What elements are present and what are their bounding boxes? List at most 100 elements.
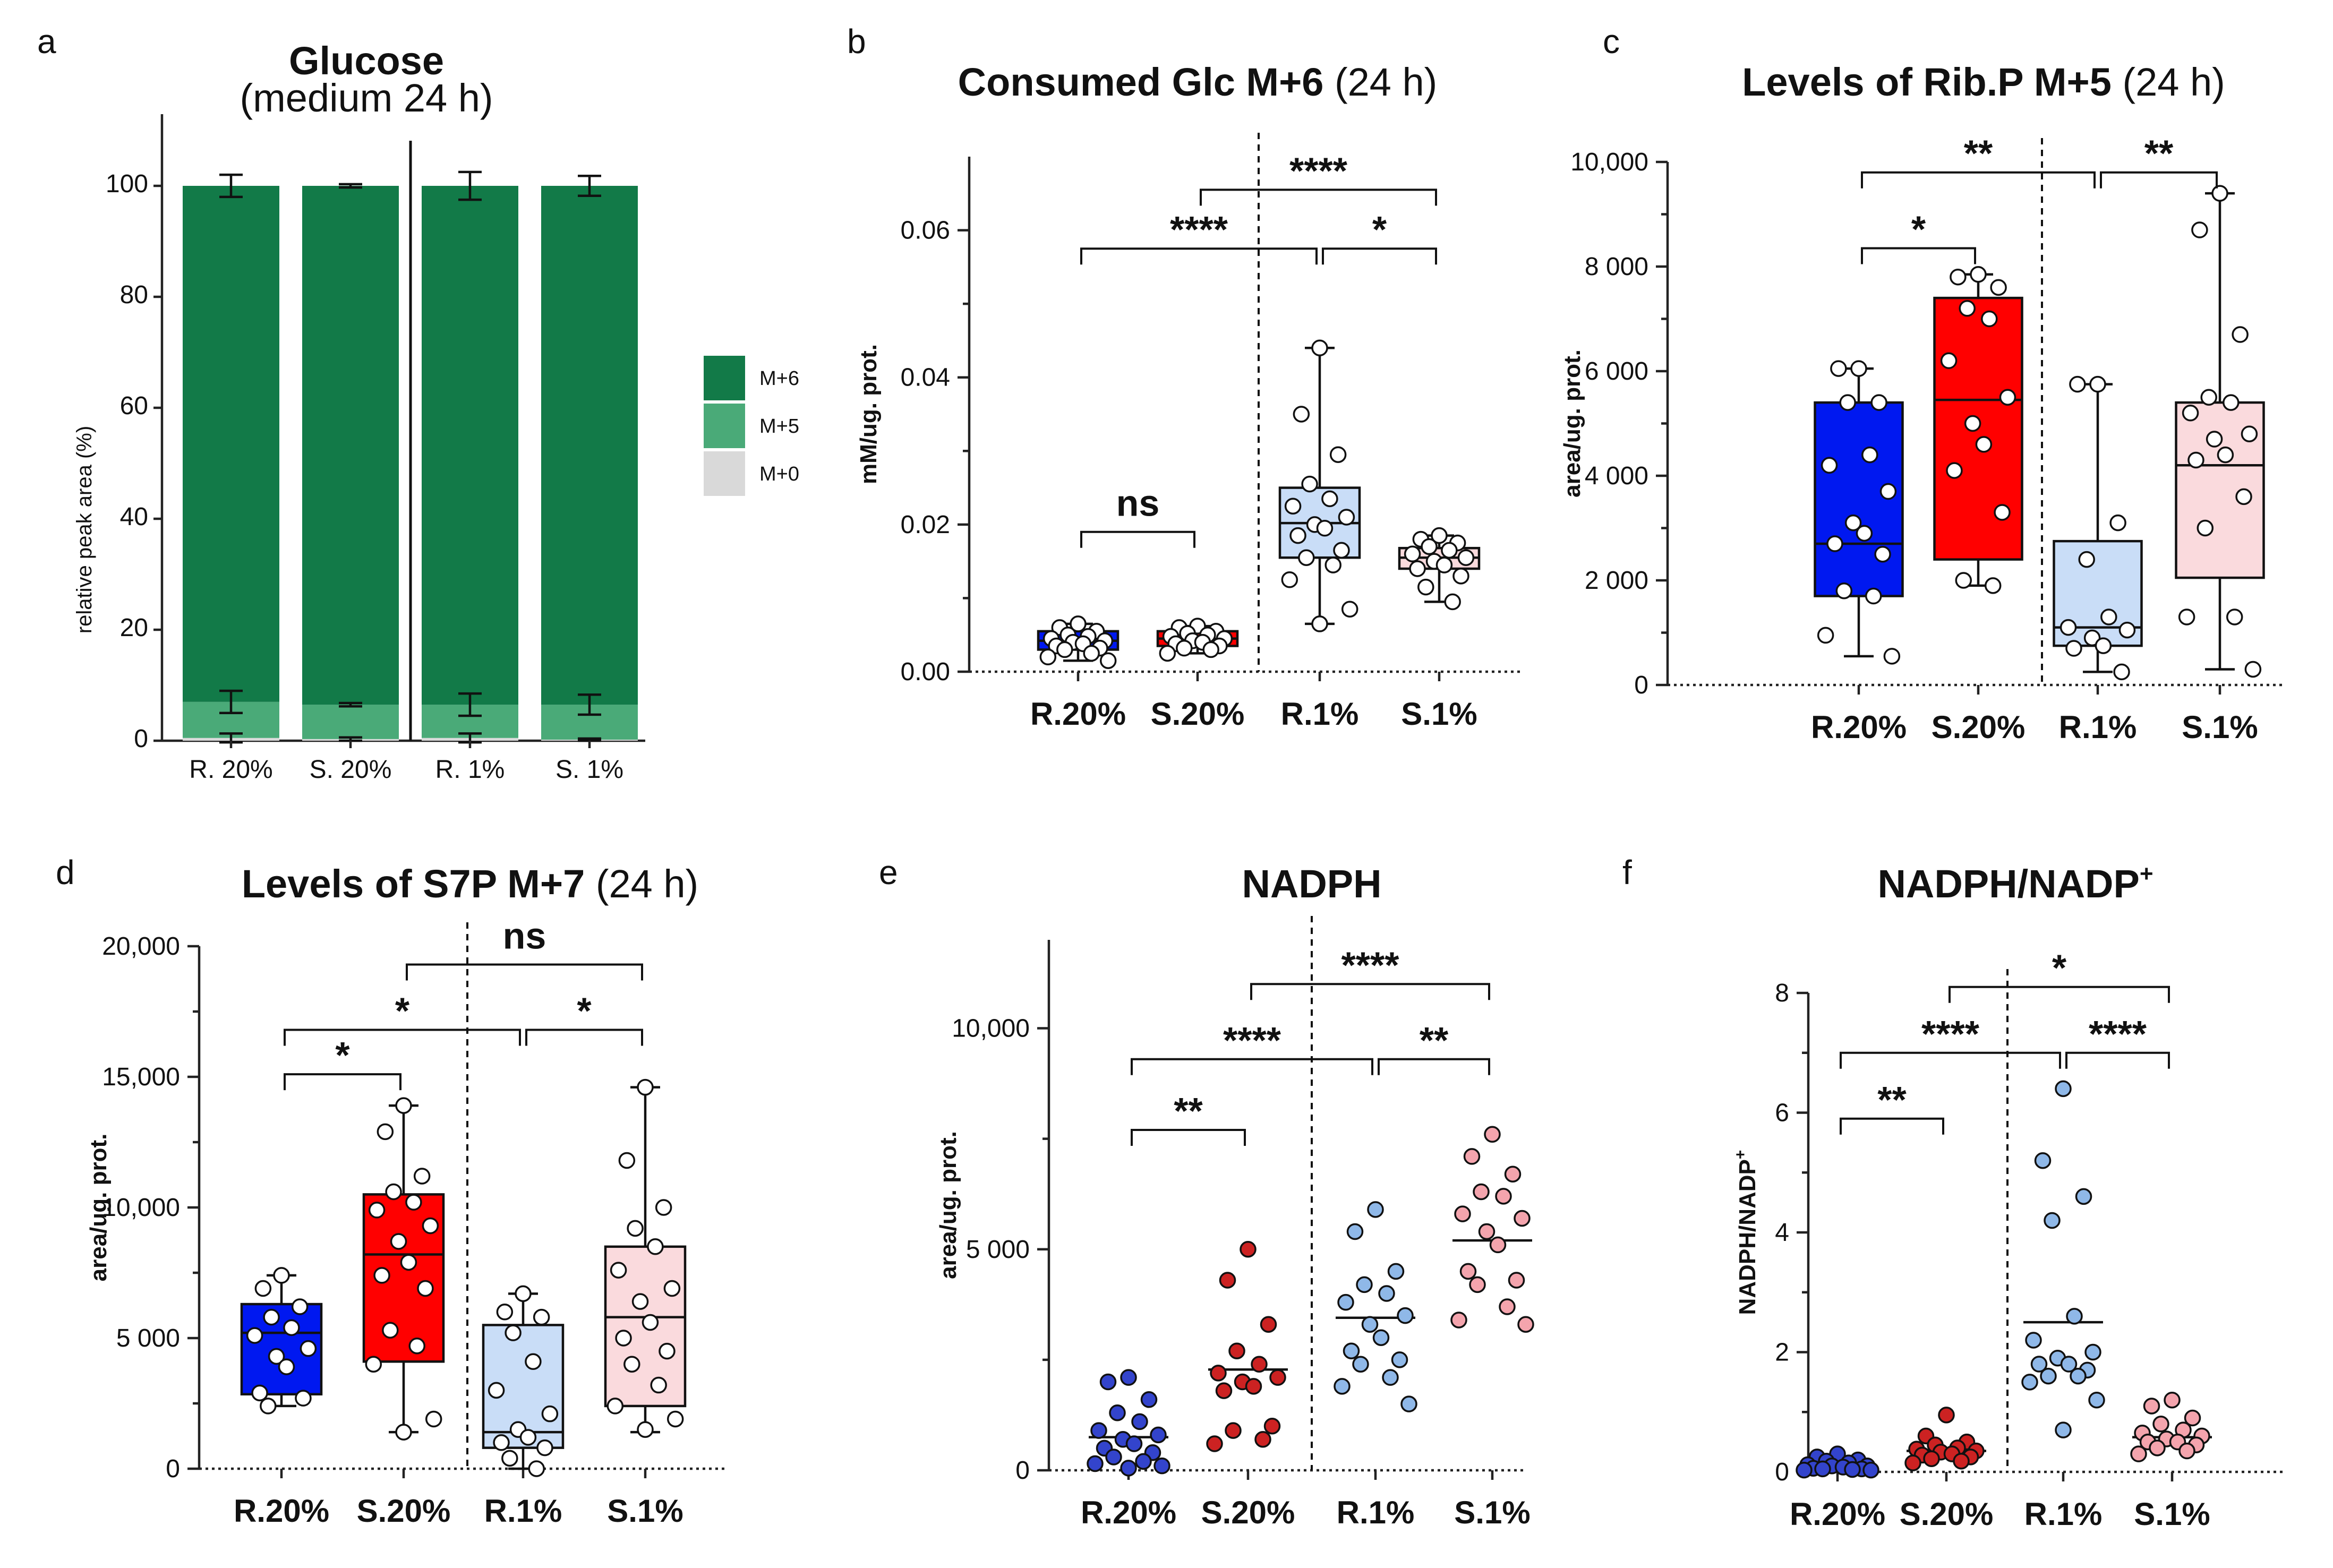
data-point [2164, 1391, 2181, 1409]
x-tick-label: S.1% [607, 1493, 683, 1529]
y-tick-label: 4 [1775, 1219, 1789, 1247]
data-point [1984, 577, 2002, 594]
chart-title-main: NADPH [1242, 862, 1381, 906]
data-point [659, 1342, 676, 1360]
data-point [2113, 663, 2130, 681]
y-axis-label: area/ug. prot. [935, 1131, 961, 1279]
chart-title-sub: (24 h) [1323, 60, 1437, 104]
data-point [1245, 1378, 1262, 1395]
data-point [627, 1220, 644, 1237]
legend-swatch [704, 356, 745, 400]
data-point [1431, 527, 1448, 544]
chart-title-main: Consumed Glc M+6 [958, 60, 1324, 104]
chart-title: Consumed Glc M+6 (24 h) [958, 60, 1438, 104]
data-point [1254, 1430, 1271, 1448]
data-point [1346, 1223, 1364, 1240]
legend-swatch [704, 404, 745, 448]
y-tick-label: 2 [1775, 1339, 1789, 1367]
data-point [1489, 1236, 1507, 1254]
chart-title-main: NADPH/NADP [1877, 862, 2139, 906]
data-point [2187, 451, 2204, 469]
data-point [2030, 1356, 2048, 1373]
data-point [2235, 488, 2252, 505]
significance-bracket [1840, 1051, 2061, 1069]
data-point [1814, 1460, 1831, 1478]
panel-label-f: f [1622, 853, 1632, 892]
data-point [1923, 1450, 1940, 1467]
x-tick-label: S.20% [1151, 696, 1245, 732]
data-point [1039, 648, 1057, 666]
y-axis-label-text: area/ug. prot. [935, 1131, 961, 1279]
data-point [2149, 1440, 2166, 1456]
data-point [623, 1356, 640, 1373]
data-point [1463, 1148, 1481, 1165]
data-point [1404, 545, 1421, 563]
panel-label-b: b [847, 22, 866, 61]
data-point [2044, 1212, 2061, 1229]
significance-label: ns [503, 915, 546, 956]
data-point [2066, 1308, 2083, 1325]
legend-label: M+0 [759, 463, 799, 485]
data-point [1251, 1356, 1268, 1373]
data-point [536, 1439, 553, 1456]
data-point [365, 1356, 382, 1373]
data-point [2078, 551, 2095, 568]
y-tick-label: 10,000 [102, 1194, 180, 1222]
significance-label: **** [1921, 1013, 1980, 1055]
data-point [1514, 1210, 1531, 1227]
data-point [519, 1429, 537, 1446]
legend-swatch [704, 451, 745, 496]
data-point [505, 1324, 522, 1341]
x-tick-label: R.20% [234, 1493, 329, 1529]
data-point [2211, 185, 2228, 202]
data-point [2184, 1409, 2201, 1427]
data-point [300, 1340, 317, 1357]
data-point [1260, 1316, 1277, 1333]
panel-label-d: d [56, 853, 75, 892]
x-tick-label: S.20% [1900, 1496, 1994, 1532]
chart-title: NADPH/NADP+ [1877, 861, 2153, 906]
significance-bracket [1861, 247, 1976, 264]
significance-bracket [2100, 171, 2218, 188]
y-tick-label: 4 000 [1585, 462, 1648, 490]
data-point [268, 1348, 285, 1365]
data-point [291, 1298, 309, 1315]
data-point [1796, 1461, 1813, 1479]
data-point [1473, 1183, 1490, 1201]
data-point [1240, 1241, 1257, 1258]
data-point [1856, 525, 1873, 542]
y-tick-label: 6 [1775, 1099, 1789, 1127]
data-point [1263, 1418, 1281, 1435]
x-tick-label: S.1% [1454, 1495, 1530, 1530]
data-point [637, 1421, 654, 1438]
data-point [1120, 1460, 1137, 1477]
data-point [2034, 1152, 2052, 1169]
box-S.1% [2175, 401, 2265, 579]
significance-bracket [1949, 986, 2170, 1003]
significance-label: **** [1223, 1019, 1281, 1061]
data-point [1469, 1276, 1486, 1293]
x-tick-label: R.20% [1811, 709, 1907, 745]
data-point [1959, 300, 1976, 317]
data-point [1311, 339, 1328, 357]
significance-bracket [1080, 530, 1195, 548]
data-point [1454, 1205, 1471, 1222]
data-point [1361, 1316, 1379, 1333]
y-tick-label: 0.04 [901, 364, 950, 392]
data-point [405, 1194, 422, 1211]
chart-title: Levels of S7P M+7 (24 h) [242, 862, 698, 906]
data-point [1504, 1166, 1522, 1183]
y-tick-label: 0 [134, 725, 148, 753]
y-tick-label: 0 [1634, 671, 1648, 699]
data-point [2065, 640, 2082, 657]
data-point [1862, 1461, 1879, 1479]
panel-c: c Levels of Rib.P M+5 (24 h) 0 2 000 4 000 6 … [1559, 22, 2284, 745]
data-point [2241, 425, 2258, 442]
data-point [610, 1262, 627, 1279]
significance-bracket [1840, 1117, 1944, 1135]
data-point [2223, 394, 2240, 411]
y-tick-label: 8 [1775, 979, 1789, 1007]
x-tick-label: S.1% [2182, 709, 2258, 745]
significance-bracket [406, 963, 643, 981]
